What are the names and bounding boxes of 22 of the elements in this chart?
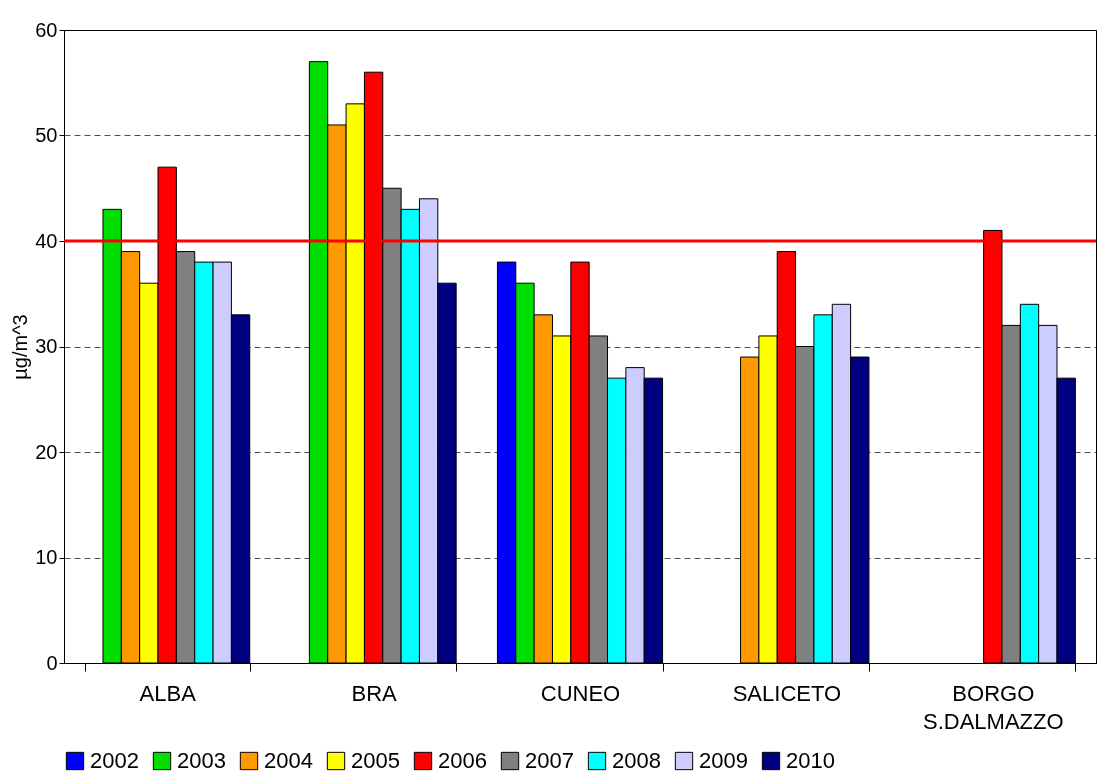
legend-label: 2010	[786, 748, 835, 773]
y-tick-label: 40	[35, 229, 58, 252]
x-tick-label: CUNEO	[540, 680, 621, 706]
legend-label: 2007	[525, 748, 574, 773]
x-tick-label: ALBA	[139, 680, 197, 706]
legend-label: 2008	[612, 748, 661, 773]
legend-label: 2002	[90, 748, 139, 773]
y-tick-label: 20	[35, 440, 58, 463]
y-tick-label: 50	[35, 124, 58, 146]
y-tick-label: 0	[46, 651, 58, 674]
y-tick-label: 30	[35, 335, 58, 357]
legend-label: 2009	[699, 748, 748, 773]
legend-label: 2004	[264, 748, 313, 773]
y-tick-label: 60	[35, 18, 58, 41]
legend-label: 2003	[177, 748, 226, 773]
y-tick-label: 10	[35, 546, 58, 568]
legend-label: 2005	[351, 748, 400, 773]
x-tick-label: BORGO S.DALMAZZO	[923, 680, 1064, 734]
y-axis-title: µg/m^3	[9, 314, 32, 380]
legend-label: 2006	[438, 748, 487, 773]
x-tick-label: BRA	[351, 680, 398, 706]
x-tick-label: SALICETO	[732, 680, 842, 706]
